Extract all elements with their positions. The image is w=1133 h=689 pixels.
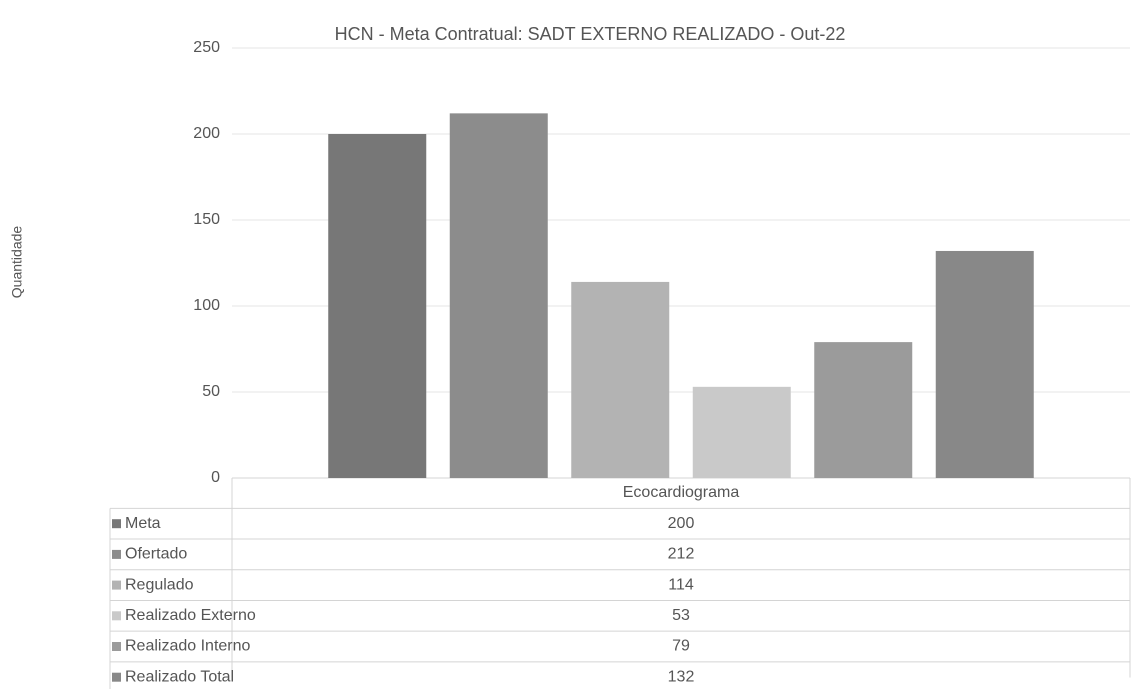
y-tick-label: 50 <box>202 383 220 400</box>
y-tick-label: 0 <box>211 469 220 486</box>
bar <box>814 342 913 478</box>
legend-key <box>112 672 121 682</box>
y-tick-label: 150 <box>193 211 220 228</box>
table-value: 79 <box>672 638 690 655</box>
legend-label: Ofertado <box>125 546 187 563</box>
legend-key <box>112 580 121 590</box>
table-value: 132 <box>668 668 695 685</box>
legend-key <box>112 549 121 559</box>
legend-label: Regulado <box>125 576 194 593</box>
legend-key <box>112 519 121 529</box>
y-tick-label: 250 <box>193 39 220 56</box>
bar <box>935 250 1034 478</box>
legend-label: Realizado Interno <box>125 638 251 655</box>
y-axis-title: Quantidade <box>9 226 25 299</box>
table-value: 212 <box>668 546 695 563</box>
bar <box>328 134 427 478</box>
chart-title: HCN - Meta Contratual: SADT EXTERNO REAL… <box>335 24 846 44</box>
y-tick-label: 100 <box>193 297 220 314</box>
bar <box>449 113 548 479</box>
legend-label: Meta <box>125 515 161 532</box>
y-tick-label: 200 <box>193 125 220 142</box>
legend-label: Realizado Total <box>125 668 234 685</box>
bar <box>571 281 670 478</box>
legend-key <box>112 611 121 621</box>
table-value: 53 <box>672 607 690 624</box>
bar <box>692 386 791 478</box>
table-value: 200 <box>668 515 695 532</box>
legend-key <box>112 642 121 651</box>
table-value: 114 <box>668 576 694 593</box>
x-tick-label: Ecocardiograma <box>623 484 740 501</box>
legend-label: Realizado Externo <box>125 607 256 624</box>
